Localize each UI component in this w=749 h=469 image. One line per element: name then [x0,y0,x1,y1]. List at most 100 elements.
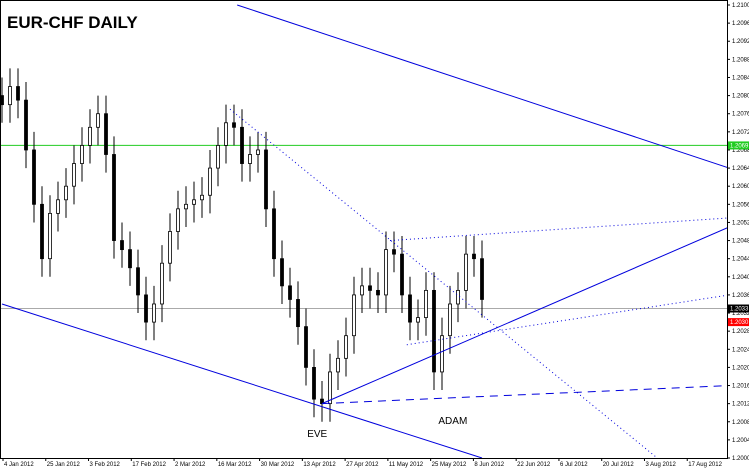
price-tag-label: 1.2030 [730,320,749,326]
candle-body [400,253,404,296]
trendline [389,217,727,242]
candle-body [144,294,148,323]
x-tick-label: 16 Mar 2012 [218,462,252,468]
x-tick-label: 27 Apr 2012 [346,462,379,468]
y-tick-label: 1.2048 [732,239,749,245]
candle-body [96,113,100,128]
candle-body [464,253,468,291]
candle-body [432,289,436,373]
candle-body [264,149,268,210]
y-tick-label: 1.2032 [732,311,749,317]
y-tick-label: 1.2100 [732,3,749,9]
y-tick-label: 1.2020 [732,365,749,371]
candle-body [328,371,332,405]
x-tick-label: 8 Jun 2012 [474,462,504,468]
annotation-adam: ADAM [438,415,468,427]
x-tick-label: 17 Aug 2012 [688,462,722,468]
candle-body [40,203,44,260]
x-tick-label: 13 Apr 2012 [303,462,336,468]
candle-body [216,145,220,169]
y-tick-label: 1.2076 [732,112,749,118]
candle-body [224,122,228,146]
candle-body [184,203,188,210]
price-tag-label: 1.2033 [730,307,749,313]
candle-body [248,154,252,164]
candle-body [192,199,196,205]
y-tick-label: 1.2052 [732,220,749,226]
candle-body [240,126,244,164]
candle-body [136,267,140,296]
candle-body [448,303,452,337]
y-tick-label: 1.2084 [732,75,749,81]
candle-body [360,285,364,296]
candle-body [280,258,284,287]
y-tick-label: 1.2092 [732,39,749,45]
price-tag-label: 1.2069 [730,143,749,149]
candle-body [392,249,396,255]
x-tick-label: 2 Mar 2012 [175,462,206,468]
y-tick-label: 1.2000 [732,456,749,462]
candle-body [480,258,484,300]
candle-body [48,212,52,260]
y-tick-label: 1.2040 [732,275,749,281]
candle-body [456,289,460,305]
annotation-eve: EVE [307,429,328,441]
candle-body [152,303,156,323]
y-tick-label: 1.2028 [732,329,749,335]
x-tick-label: 11 May 2012 [389,462,424,468]
chart-title: EUR-CHF DAILY [7,13,138,32]
candle-body [440,335,444,373]
candle-body [112,154,116,241]
y-tick-label: 1.2060 [732,184,749,190]
y-tick-label: 1.2036 [732,293,749,299]
candle-body [344,335,348,359]
trendline [321,227,727,405]
price-tag [728,141,749,150]
x-tick-label: 25 Jan 2012 [47,462,81,468]
candle-body [128,249,132,269]
trendline [1,303,483,458]
x-tick-label: 4 Jan 2012 [4,462,34,468]
candle-body [56,199,60,214]
x-tick-label: 3 Aug 2012 [645,462,676,468]
candle-body [176,208,180,232]
candle-body [336,357,340,373]
y-tick-label: 1.2056 [732,202,749,208]
candle-body [232,122,236,128]
candle-body [416,317,420,323]
trendline [406,294,727,346]
candle-body [168,231,172,264]
candle-body [80,145,84,164]
candle-body [208,167,212,196]
candle-body [304,326,308,368]
y-tick-label: 1.2044 [732,257,749,263]
candle-body [104,113,108,155]
x-tick-label: 6 Jul 2012 [560,462,588,468]
candle-body [368,285,372,291]
candle-body [296,299,300,328]
y-tick-label: 1.2064 [732,166,749,172]
candle-body [120,240,124,251]
candle-body [32,149,36,205]
candle-body [160,262,164,305]
y-tick-label: 1.2012 [732,402,749,408]
y-tick-label: 1.2068 [732,148,749,154]
plot-frame [0,0,728,459]
y-tick-label: 1.2016 [732,384,749,390]
candle-body [272,208,276,260]
candle-body [288,285,292,300]
x-tick-label: 20 Jul 2012 [603,462,635,468]
y-tick-label: 1.2008 [732,420,749,426]
candle-body [72,163,76,187]
candle-body [408,294,412,323]
x-tick-label: 25 May 2012 [432,462,467,468]
y-tick-label: 1.2072 [732,130,749,136]
price-tag [728,318,749,327]
candle-body [256,149,260,155]
candle-body [472,253,476,260]
candle-body [352,294,356,337]
x-tick-label: 30 Mar 2012 [261,462,295,468]
candle-body [376,289,380,296]
trendline [237,4,727,168]
